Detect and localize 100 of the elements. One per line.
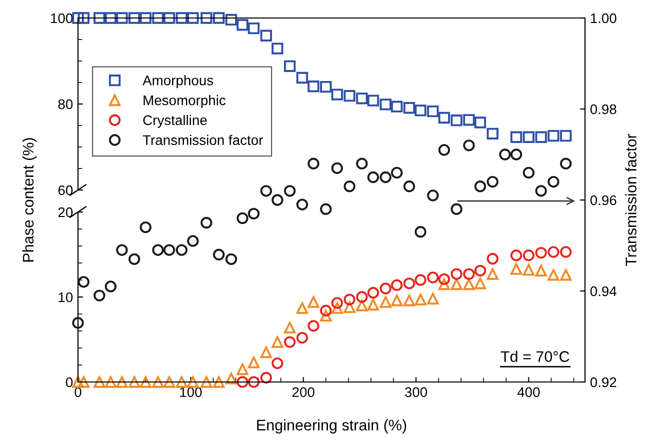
point [272, 42, 284, 54]
point [78, 12, 90, 24]
point [474, 180, 486, 192]
point [463, 114, 475, 126]
y-tick-label: 0.96 [590, 195, 616, 206]
point [356, 158, 368, 170]
point [450, 268, 462, 280]
point [140, 376, 152, 388]
point [367, 286, 380, 299]
point [308, 320, 320, 332]
point [414, 104, 426, 116]
point [427, 105, 439, 118]
point [548, 269, 560, 281]
point [474, 116, 486, 128]
point [356, 92, 368, 104]
point [403, 294, 416, 306]
y-tick-label: 60 [58, 185, 73, 196]
x-tick-label: 400 [517, 387, 540, 398]
point [248, 356, 260, 368]
point [522, 166, 535, 179]
point [344, 294, 356, 306]
point [548, 176, 560, 188]
point [522, 131, 535, 143]
y-axis-title: Phase content (%) [22, 138, 37, 262]
x-axis-title: Engineering strain (%) [257, 419, 406, 434]
point [331, 302, 343, 314]
y-tick-label: 100 [51, 13, 73, 24]
point [163, 376, 176, 388]
point [450, 278, 462, 290]
point [522, 250, 535, 262]
point [212, 248, 225, 260]
point [152, 376, 164, 388]
point [248, 376, 260, 388]
point [104, 376, 117, 388]
point [94, 376, 106, 388]
point [380, 282, 392, 294]
point [236, 363, 248, 376]
point [94, 290, 106, 302]
y-tick-label: 0.92 [590, 377, 616, 388]
point [344, 180, 356, 192]
y-tick-label: 0.98 [590, 104, 616, 114]
point [463, 268, 475, 280]
y-tick-label: 0 [66, 377, 73, 388]
point [116, 376, 128, 388]
point [248, 208, 260, 220]
point [438, 278, 450, 290]
legend-label: Amorphous [142, 75, 214, 88]
point [284, 336, 296, 348]
point [391, 100, 403, 112]
point [560, 158, 572, 170]
point [391, 166, 403, 179]
point [260, 346, 272, 358]
point [438, 144, 450, 156]
point [438, 273, 450, 285]
point [510, 148, 522, 160]
point [140, 221, 152, 234]
point [403, 180, 416, 192]
point [367, 171, 380, 184]
point [128, 376, 140, 388]
point [510, 250, 522, 262]
point [403, 102, 416, 114]
point [522, 264, 535, 276]
y-tick-label: 1.00 [590, 13, 616, 24]
annotation: Td = 70°C [500, 350, 570, 362]
y-tick-label: 0.94 [590, 286, 616, 296]
point [152, 244, 164, 256]
point [380, 296, 392, 308]
point [296, 332, 308, 344]
y-axis-title: Transmission factor [625, 134, 636, 266]
point [535, 131, 547, 143]
point [78, 376, 90, 388]
point [380, 98, 392, 110]
point [535, 264, 547, 276]
point [308, 158, 320, 170]
point [176, 376, 188, 388]
point [308, 296, 320, 308]
point [474, 264, 486, 276]
point [236, 376, 248, 388]
point [176, 12, 188, 24]
x-tick-label: 300 [404, 387, 428, 398]
y-tick-label: 80 [58, 99, 73, 110]
point [438, 112, 450, 124]
point [225, 372, 238, 384]
point [414, 294, 426, 306]
point [225, 253, 238, 265]
point [450, 203, 462, 215]
point [486, 252, 498, 265]
y-tick-label: 10 [58, 292, 73, 302]
point [272, 357, 284, 370]
point [176, 244, 188, 256]
point [284, 60, 296, 72]
point [510, 263, 522, 275]
point [200, 376, 212, 388]
point [560, 130, 572, 142]
point [510, 131, 522, 143]
point [296, 198, 308, 210]
x-tick-label: 0 [74, 387, 82, 398]
point [548, 246, 560, 258]
point [200, 12, 212, 24]
point [427, 292, 439, 305]
